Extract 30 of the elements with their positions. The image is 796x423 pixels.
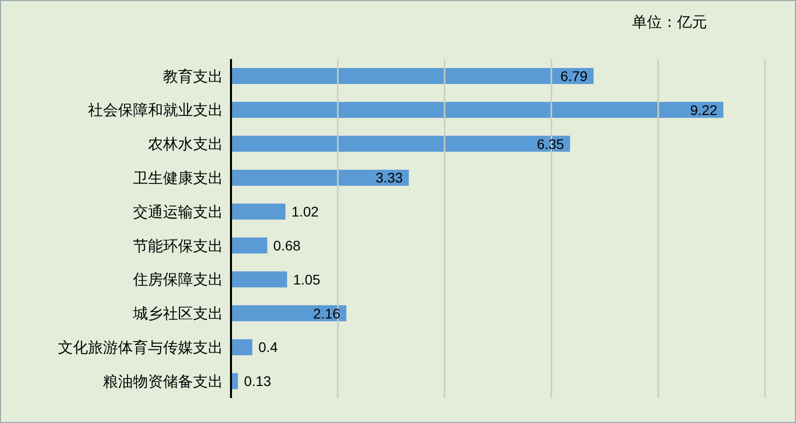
bar bbox=[231, 136, 570, 152]
y-tick-label: 社会保障和就业支出 bbox=[88, 101, 223, 120]
data-label: 2.16 bbox=[313, 305, 341, 322]
data-label: 1.05 bbox=[293, 271, 321, 288]
y-tick-label: 节能环保支出 bbox=[133, 236, 223, 255]
data-label: 9.22 bbox=[690, 102, 718, 118]
bar bbox=[231, 68, 594, 84]
data-label: 6.35 bbox=[536, 136, 564, 152]
bar bbox=[231, 271, 288, 288]
y-tick-label: 卫生健康支出 bbox=[133, 168, 223, 187]
text: 单位：亿元 bbox=[632, 13, 707, 32]
data-label: 1.02 bbox=[291, 204, 319, 220]
y-tick-label: 交通运输支出 bbox=[133, 202, 223, 221]
bar bbox=[231, 102, 724, 118]
bar bbox=[231, 238, 268, 254]
data-label: 0.4 bbox=[258, 339, 278, 356]
data-label: 6.79 bbox=[560, 68, 588, 84]
y-tick-label: 粮油物资储备支出 bbox=[103, 372, 223, 390]
bar bbox=[231, 204, 286, 220]
y-tick-label: 教育支出 bbox=[163, 67, 223, 86]
y-tick-label: 文化旅游体育与传媒支出 bbox=[58, 338, 223, 356]
bar bbox=[231, 339, 252, 356]
y-tick-label: 城乡社区支出 bbox=[132, 304, 223, 323]
data-label: 3.33 bbox=[376, 170, 404, 186]
y-tick-label: 住房保障支出 bbox=[132, 270, 223, 289]
bar bbox=[231, 305, 346, 322]
y-tick-label: 农林水支出 bbox=[148, 135, 223, 154]
bar bbox=[231, 170, 409, 186]
data-label: 0.68 bbox=[273, 238, 301, 254]
data-label: 0.13 bbox=[244, 373, 272, 390]
